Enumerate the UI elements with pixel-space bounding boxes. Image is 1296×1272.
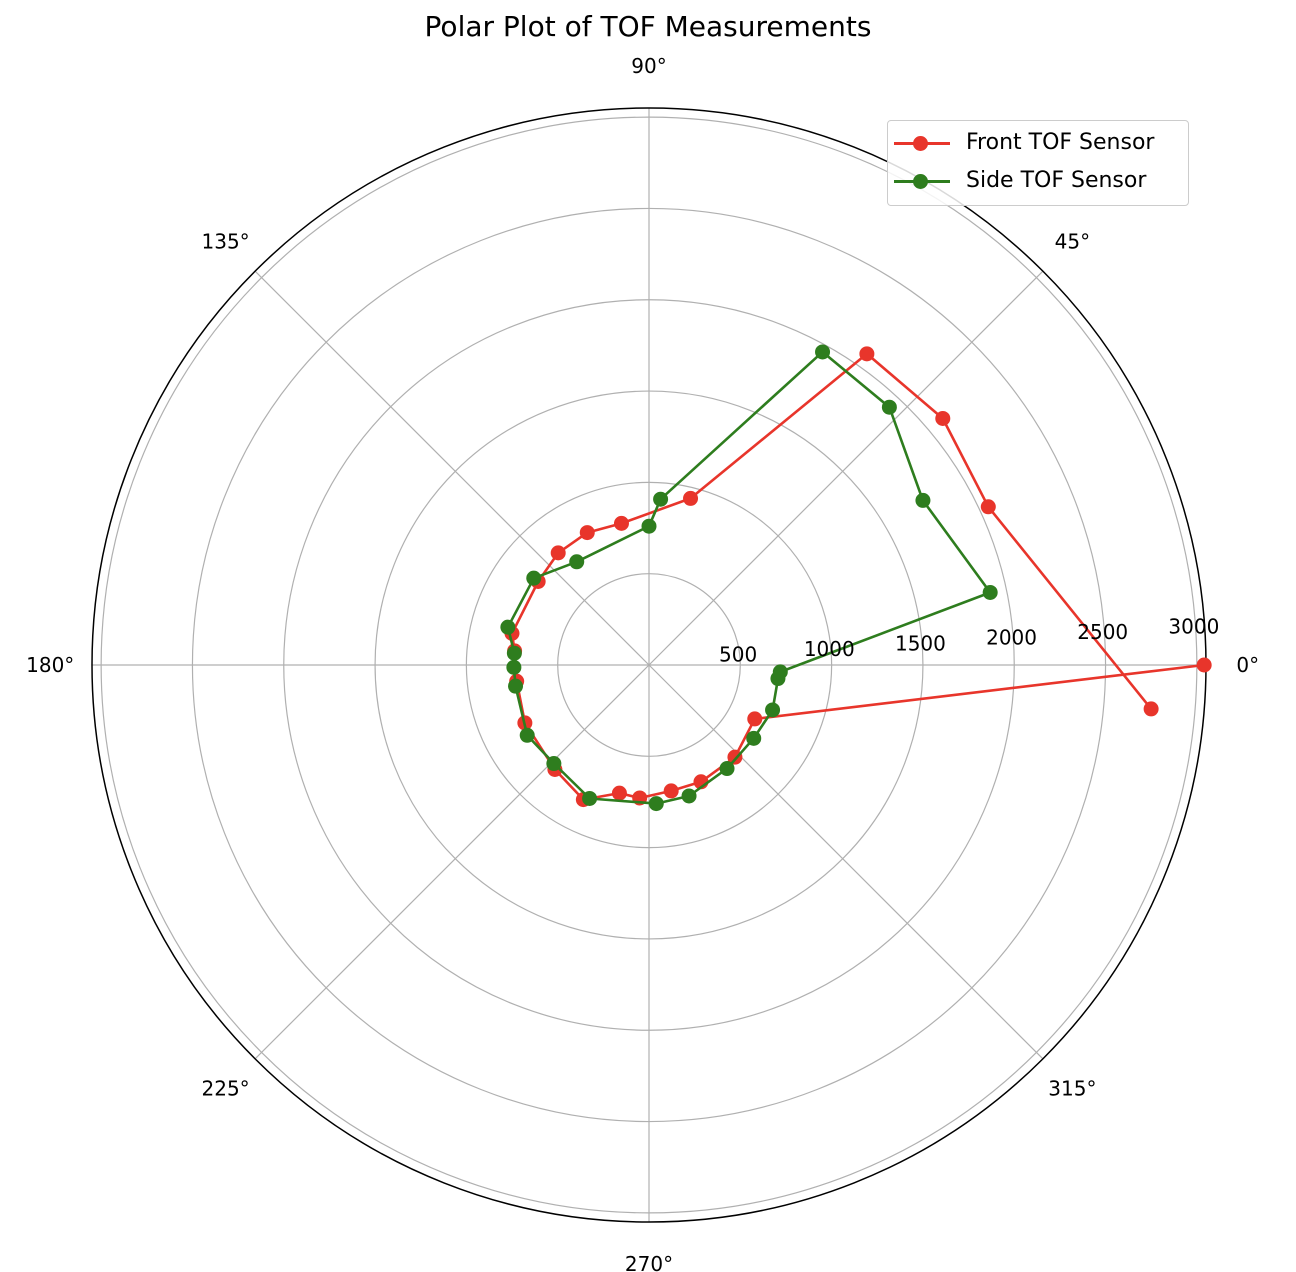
series-1-point-16	[653, 491, 669, 507]
series-1-point-21	[772, 664, 788, 680]
angle-tick-label-0: 0°	[1236, 653, 1259, 677]
series-0-point-20	[747, 711, 763, 727]
series-1-point-20	[982, 584, 998, 600]
series-1-point-13	[526, 570, 542, 586]
legend-marker-side	[913, 174, 928, 189]
series-0-point-4	[683, 490, 699, 506]
radial-tick-label-1500: 1500	[895, 631, 946, 655]
series-1-point-4	[681, 788, 697, 804]
series-0-point-15	[611, 785, 627, 801]
series-1-point-1	[765, 702, 781, 718]
series-0-point-7	[550, 545, 566, 561]
angular-gridline-315	[648, 664, 1044, 1060]
series-1-point-7	[546, 756, 562, 772]
angular-gridline-225	[254, 664, 650, 1060]
radial-tick-label-500: 500	[719, 642, 757, 666]
legend: Front TOF Sensor Side TOF Sensor	[887, 120, 1189, 206]
angle-tick-label-135: 135°	[202, 230, 250, 254]
series-1-point-2	[746, 730, 762, 746]
angle-tick-label-270: 270°	[625, 1252, 673, 1272]
series-1-point-14	[569, 554, 585, 570]
series-0-point-3	[859, 346, 875, 362]
series-1-point-3	[719, 761, 735, 777]
series-1-point-12	[500, 619, 516, 635]
angle-tick-label-90: 90°	[631, 54, 666, 78]
series-1-point-9	[508, 678, 524, 694]
series-0-point-17	[663, 783, 679, 799]
series-0-point-21	[1196, 657, 1212, 673]
series-0-point-0	[1143, 701, 1159, 717]
label-layer: 0° 45° 90° 135° 180° 225° 270° 315° 500 1000 1500 2…	[26, 54, 1259, 1272]
series-0-point-1	[980, 499, 996, 515]
angle-tick-label-315: 315°	[1048, 1076, 1096, 1100]
series-1-point-18	[881, 399, 897, 415]
series-1-point-8	[519, 727, 535, 743]
radial-tick-label-2500: 2500	[1077, 620, 1128, 644]
legend-item-front: Front TOF Sensor	[888, 129, 1188, 159]
series-1-point-17	[815, 344, 831, 360]
angle-tick-label-45: 45°	[1055, 230, 1090, 254]
legend-item-side: Side TOF Sensor	[888, 167, 1188, 197]
radial-tick-label-2000: 2000	[986, 626, 1037, 650]
radial-tick-label-3000: 3000	[1168, 615, 1219, 639]
series-1-point-15	[641, 518, 657, 534]
legend-label-side: Side TOF Sensor	[966, 168, 1147, 193]
series-0-point-2	[935, 410, 951, 426]
series-1-point-5	[648, 796, 664, 812]
angular-gridline-45	[648, 270, 1044, 666]
series-1-point-19	[915, 492, 931, 508]
radial-tick-label-1000: 1000	[804, 637, 855, 661]
series-0-point-5	[613, 515, 629, 531]
legend-label-front: Front TOF Sensor	[966, 130, 1155, 155]
angle-tick-label-180: 180°	[26, 653, 74, 677]
angular-gridline-135	[254, 270, 650, 666]
grid-layer	[91, 107, 1207, 1223]
series-1-point-11	[506, 645, 522, 661]
legend-marker-front	[913, 136, 928, 151]
series-layer	[500, 344, 1212, 812]
series-0-point-6	[579, 525, 595, 541]
chart-title: Polar Plot of TOF Measurements	[424, 10, 872, 43]
series-1-point-10	[506, 659, 522, 675]
series-1-point-6	[582, 790, 598, 806]
angle-tick-label-225: 225°	[202, 1076, 250, 1100]
